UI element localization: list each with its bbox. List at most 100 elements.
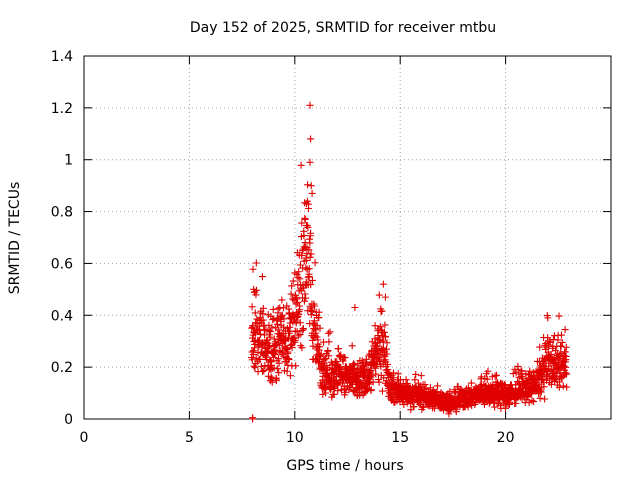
data-point xyxy=(292,317,300,325)
data-point xyxy=(301,215,309,223)
data-point xyxy=(541,395,549,403)
data-point xyxy=(412,370,420,378)
data-point xyxy=(303,197,311,205)
data-point xyxy=(304,273,312,281)
data-point xyxy=(381,321,389,329)
data-point xyxy=(304,181,312,189)
data-point xyxy=(293,328,301,336)
data-point xyxy=(331,365,339,373)
data-point xyxy=(367,373,375,381)
y-axis-label: SRMTID / TECUs xyxy=(7,182,23,295)
data-point xyxy=(324,347,332,355)
data-point xyxy=(417,372,425,380)
data-point xyxy=(294,332,302,340)
x-tick-label: 20 xyxy=(497,430,515,446)
data-point xyxy=(563,370,571,378)
data-point xyxy=(369,378,377,386)
data-point xyxy=(351,361,359,369)
data-point xyxy=(536,394,544,402)
data-point xyxy=(306,239,314,247)
data-point xyxy=(380,344,388,352)
data-point xyxy=(304,223,312,231)
data-point xyxy=(257,330,265,338)
data-point xyxy=(326,328,334,336)
x-tick-labels: 0 5 10 15 20 xyxy=(80,430,515,446)
chart-title: Day 152 of 2025, SRMTID for receiver mtb… xyxy=(190,20,496,36)
x-tick-label: 0 xyxy=(80,430,89,446)
data-point xyxy=(562,343,570,351)
data-point xyxy=(288,343,296,351)
data-point xyxy=(270,364,278,372)
data-point xyxy=(282,344,290,352)
data-point xyxy=(305,273,313,281)
data-point xyxy=(266,328,274,336)
data-point xyxy=(252,354,260,362)
data-point xyxy=(400,401,408,409)
data-point xyxy=(248,356,256,364)
data-point xyxy=(288,282,296,290)
data-point xyxy=(536,343,544,351)
data-point xyxy=(292,362,300,370)
data-point xyxy=(252,259,260,267)
plot-frame xyxy=(83,55,612,420)
data-point xyxy=(493,371,501,379)
data-point xyxy=(410,403,418,411)
data-point xyxy=(270,335,278,343)
data-point xyxy=(324,329,332,337)
data-point xyxy=(411,376,419,384)
data-point xyxy=(375,378,383,386)
data-point xyxy=(275,369,283,377)
data-point xyxy=(311,302,319,310)
data-point xyxy=(287,290,295,298)
data-point xyxy=(419,403,427,411)
data-point xyxy=(272,377,280,385)
data-point xyxy=(302,294,310,302)
y-tick-label: 0.2 xyxy=(51,360,73,376)
data-point xyxy=(506,398,514,406)
data-point xyxy=(285,356,293,364)
data-point xyxy=(376,323,384,331)
data-point xyxy=(289,277,297,285)
data-point xyxy=(483,375,491,383)
data-point xyxy=(250,350,258,358)
data-point xyxy=(298,247,306,255)
data-point xyxy=(284,348,292,356)
data-point xyxy=(555,312,563,320)
data-point xyxy=(379,280,387,288)
data-point xyxy=(281,335,289,343)
data-point xyxy=(402,376,410,384)
data-point xyxy=(291,337,299,345)
data-point xyxy=(298,219,306,227)
data-point xyxy=(274,305,282,313)
data-point xyxy=(307,135,315,143)
data-point xyxy=(367,386,375,394)
data-point xyxy=(307,281,315,289)
data-point xyxy=(338,386,346,394)
data-point xyxy=(292,293,300,301)
data-point xyxy=(477,373,485,381)
data-point xyxy=(274,365,282,373)
data-point xyxy=(284,355,292,363)
data-point xyxy=(305,265,313,273)
data-point xyxy=(558,338,566,346)
x-tick-label: 5 xyxy=(185,430,194,446)
data-point xyxy=(302,264,310,272)
data-point xyxy=(269,316,277,324)
data-point xyxy=(544,334,552,342)
y-tick-label: 0.4 xyxy=(51,308,73,324)
y-tick-label: 1.4 xyxy=(51,49,73,65)
data-point xyxy=(334,345,342,353)
data-point xyxy=(302,256,310,264)
data-point xyxy=(557,342,565,350)
data-point xyxy=(544,314,552,322)
data-point xyxy=(375,291,383,299)
data-point xyxy=(394,370,402,378)
data-point xyxy=(491,403,499,411)
data-point xyxy=(348,342,356,350)
data-point xyxy=(294,298,302,306)
data-point xyxy=(526,367,534,375)
data-point xyxy=(325,352,333,360)
data-point xyxy=(451,389,459,397)
data-point xyxy=(296,319,304,327)
